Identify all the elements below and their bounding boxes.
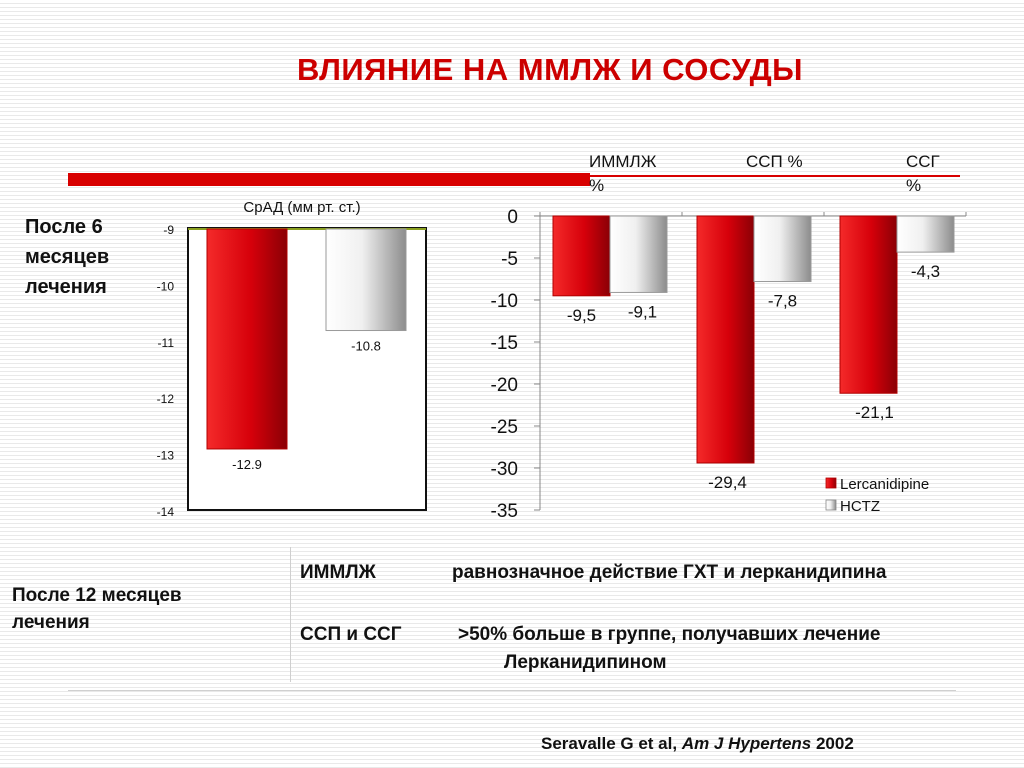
- legend-label-lercanidipine: Lercanidipine: [840, 476, 929, 493]
- chart2-y-tick-label: 0: [507, 207, 518, 228]
- period-6-line-3: лечения: [25, 276, 107, 298]
- summary-line-2-term: ССП и ССГ: [300, 624, 402, 645]
- summary-line-3-text: Лерканидипином: [504, 652, 667, 673]
- chart2-y-tick-label: -15: [491, 333, 518, 354]
- period-12-months-label: После 12 месяцев лечения: [12, 582, 182, 636]
- chart2-y-tick-label: -30: [491, 459, 518, 480]
- legend-label-hctz: HCTZ: [840, 498, 880, 515]
- header-ssg-line-1: ССГ: [906, 152, 940, 171]
- legend-swatch-hctz: [825, 499, 837, 511]
- legend-swatch-lercanidipine: [825, 477, 837, 489]
- chart2-y-tick-label: -25: [491, 417, 518, 438]
- chart1-bar-hctz: [325, 228, 407, 332]
- chart2-value-label-hctz: -4,3: [911, 262, 940, 281]
- header-immlzh-line-1: ИММЛЖ: [589, 152, 657, 171]
- header-immlzh-line-2: %: [589, 176, 605, 195]
- chart1-title: СрАД (мм рт. ст.): [243, 199, 360, 216]
- chart1-y-tick-label: -10: [157, 279, 175, 293]
- accent-bar: [68, 173, 590, 186]
- chart2-bar-hctz: [753, 215, 812, 283]
- chart2-bar-hctz: [896, 215, 955, 253]
- chart1-y-tick-label: -13: [157, 449, 175, 463]
- header-ssp: ССП %: [746, 152, 803, 171]
- chart2-y-tick-label: -35: [491, 501, 518, 522]
- bottom-rule: [68, 690, 956, 691]
- period-6-line-2: месяцев: [25, 246, 110, 268]
- citation-year: 2002: [811, 734, 854, 753]
- chart2-bar-lercanidipine: [696, 215, 755, 464]
- accent-line: [590, 175, 960, 177]
- chart2-bar-lercanidipine: [839, 215, 898, 394]
- summary-line-2-text: >50% больше в группе, получавших лечение: [458, 624, 881, 645]
- chart1-y-tick-label: -14: [157, 505, 175, 519]
- summary-line-1-text: равнозначное действие ГХТ и лерканидипин…: [452, 562, 887, 583]
- chart2-value-label-hctz: -7,8: [768, 292, 797, 311]
- citation: Seravalle G et al, Am J Hypertens 2002: [541, 734, 854, 754]
- chart2-bar-lercanidipine: [552, 215, 611, 297]
- period-6-months-label: После 6 месяцев лечения: [25, 212, 109, 302]
- citation-journal: Am J Hypertens: [681, 734, 812, 753]
- chart1-y-tick-label: -12: [157, 392, 175, 406]
- chart2-value-label-hctz: -9,1: [628, 302, 657, 321]
- chart1-value-label-lercanidipine: -12.9: [232, 457, 262, 472]
- chart2-value-label-lercanidipine: -21,1: [855, 403, 894, 422]
- citation-authors: Seravalle G et al,: [541, 734, 682, 753]
- chart2-y-tick-label: -5: [501, 249, 518, 270]
- chart2-bar-hctz: [609, 215, 668, 293]
- chart1-bar-lercanidipine: [206, 228, 288, 450]
- summary-separator: [290, 547, 291, 682]
- chart1-y-tick-label: -11: [158, 336, 175, 350]
- summary-line-1-term: ИММЛЖ: [300, 562, 376, 583]
- chart2-y-tick-label: -10: [491, 291, 518, 312]
- chart2-value-label-lercanidipine: -29,4: [708, 473, 747, 492]
- chart1-value-label-hctz: -10.8: [351, 339, 381, 354]
- period-12-line-2: лечения: [12, 612, 90, 633]
- header-ssg-line-2: %: [906, 176, 922, 195]
- period-6-line-1: После 6: [25, 216, 103, 238]
- header-immlzh: ИММЛЖ %: [589, 150, 656, 198]
- chart2-y-tick-label: -20: [491, 375, 518, 396]
- page-title: ВЛИЯНИЕ НА ММЛЖ И СОСУДЫ: [296, 52, 804, 87]
- chart1-y-tick-label: -9: [163, 223, 174, 237]
- chart2-value-label-lercanidipine: -9,5: [567, 306, 596, 325]
- period-12-line-1: После 12 месяцев: [12, 585, 182, 606]
- header-ssg: ССГ %: [906, 150, 940, 198]
